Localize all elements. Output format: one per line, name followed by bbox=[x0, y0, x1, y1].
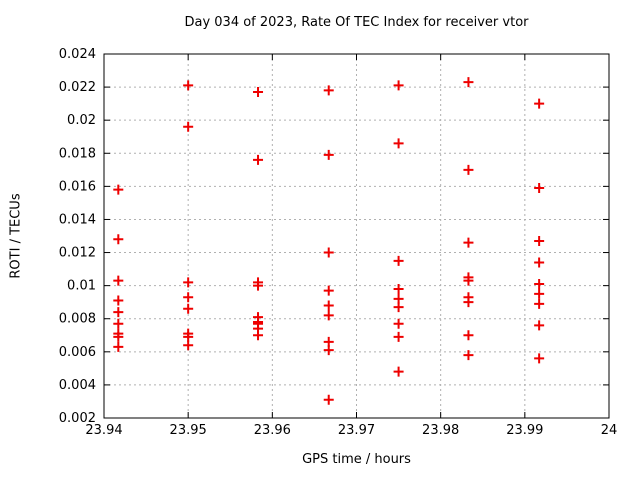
y-tick-label: 0.01 bbox=[67, 279, 96, 294]
y-tick-label: 0.024 bbox=[59, 47, 96, 62]
data-point-marker bbox=[183, 121, 194, 132]
data-point-marker bbox=[113, 184, 124, 195]
data-point-marker bbox=[393, 80, 404, 91]
data-point-marker bbox=[534, 353, 545, 364]
data-point-marker bbox=[534, 257, 545, 268]
data-point-marker bbox=[463, 275, 474, 286]
data-point-marker bbox=[463, 350, 474, 361]
data-point-marker bbox=[253, 154, 264, 165]
x-tick-label: 23.95 bbox=[170, 423, 207, 438]
data-point-marker bbox=[183, 292, 194, 303]
x-tick-label: 24 bbox=[601, 423, 618, 438]
data-point-marker bbox=[393, 366, 404, 377]
data-point-marker bbox=[183, 277, 194, 288]
chart-title: Day 034 of 2023, Rate Of TEC Index for r… bbox=[184, 15, 529, 30]
data-point-marker bbox=[113, 331, 124, 342]
y-tick-label: 0.004 bbox=[59, 378, 96, 393]
y-tick-label: 0.022 bbox=[59, 80, 96, 95]
y-tick-label: 0.02 bbox=[67, 113, 96, 128]
data-point-marker bbox=[113, 234, 124, 245]
data-point-marker bbox=[253, 87, 264, 98]
data-point-marker bbox=[393, 331, 404, 342]
x-tick-label: 23.96 bbox=[254, 423, 291, 438]
data-point-marker bbox=[323, 345, 334, 356]
data-point-marker bbox=[393, 138, 404, 149]
x-tick-label: 23.97 bbox=[338, 423, 375, 438]
data-point-marker bbox=[534, 98, 545, 109]
data-point-marker bbox=[463, 330, 474, 341]
data-point-marker bbox=[393, 255, 404, 266]
data-point-marker bbox=[323, 247, 334, 258]
data-point-marker bbox=[534, 235, 545, 246]
data-point-marker bbox=[183, 80, 194, 91]
data-point-marker bbox=[534, 288, 545, 299]
data-point-marker bbox=[323, 300, 334, 311]
y-axis-label: ROTI / TECUs bbox=[8, 193, 24, 279]
data-point-marker bbox=[323, 285, 334, 296]
y-tick-label: 0.016 bbox=[59, 179, 96, 194]
data-point-marker bbox=[463, 297, 474, 308]
data-point-marker bbox=[323, 85, 334, 96]
x-tick-label: 23.99 bbox=[506, 423, 543, 438]
y-tick-label: 0.014 bbox=[59, 212, 96, 227]
y-tick-label: 0.018 bbox=[59, 146, 96, 161]
data-point-marker bbox=[534, 278, 545, 289]
data-point-marker bbox=[253, 330, 264, 341]
data-point-marker bbox=[463, 164, 474, 175]
data-point-marker bbox=[534, 298, 545, 309]
data-point-marker bbox=[534, 320, 545, 331]
data-point-marker bbox=[253, 280, 264, 291]
y-tick-label: 0.012 bbox=[59, 246, 96, 261]
x-tick-label: 23.98 bbox=[422, 423, 459, 438]
data-point-marker bbox=[393, 302, 404, 313]
data-point-marker bbox=[323, 149, 334, 160]
data-point-marker bbox=[113, 318, 124, 329]
data-point-marker bbox=[183, 340, 194, 351]
data-point-marker bbox=[113, 275, 124, 286]
y-tick-label: 0.008 bbox=[59, 312, 96, 327]
data-point-marker bbox=[393, 283, 404, 294]
data-point-marker bbox=[113, 307, 124, 318]
data-point-marker bbox=[534, 183, 545, 194]
data-point-marker bbox=[463, 77, 474, 88]
plot-border bbox=[103, 53, 610, 419]
data-point-marker bbox=[323, 310, 334, 321]
data-point-marker bbox=[113, 295, 124, 306]
x-axis-label: GPS time / hours bbox=[302, 452, 411, 467]
x-tick-label: 23.94 bbox=[85, 423, 122, 438]
y-tick-label: 0.002 bbox=[59, 411, 96, 426]
data-point-marker bbox=[463, 237, 474, 248]
data-point-marker bbox=[393, 318, 404, 329]
y-tick-label: 0.006 bbox=[59, 345, 96, 360]
data-point-marker bbox=[113, 341, 124, 352]
data-point-marker bbox=[323, 394, 334, 405]
data-point-marker bbox=[183, 303, 194, 314]
